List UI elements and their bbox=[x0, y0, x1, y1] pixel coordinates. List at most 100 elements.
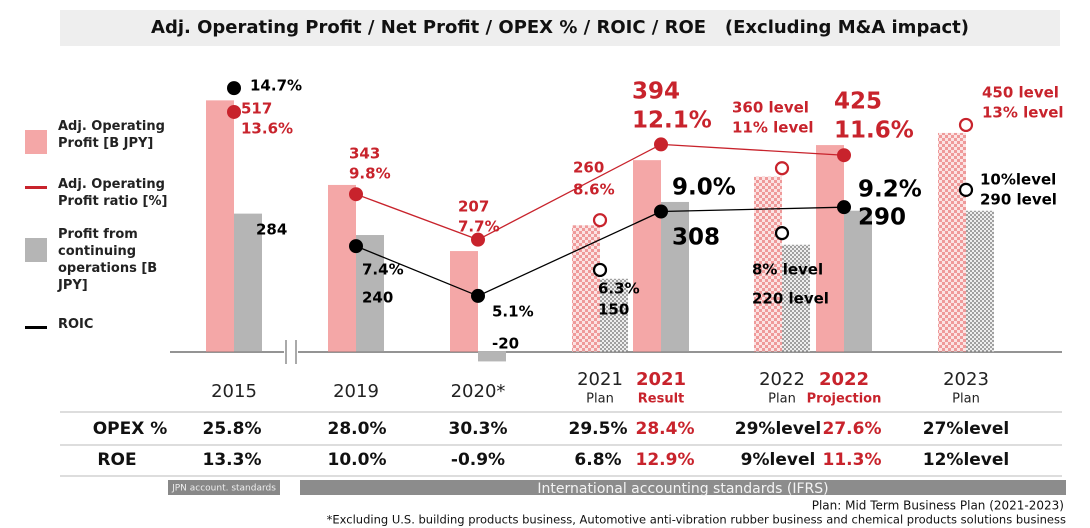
x-sub-label: Projection bbox=[807, 392, 882, 407]
row-label: ROE bbox=[97, 450, 136, 470]
bar bbox=[844, 210, 872, 352]
bar bbox=[661, 201, 689, 352]
data-label: 290 bbox=[858, 205, 906, 231]
table-cell: -0.9% bbox=[451, 450, 505, 470]
data-label: 11% level bbox=[732, 119, 814, 137]
legend-swatch bbox=[25, 130, 47, 154]
data-label: 9.2% bbox=[858, 177, 922, 203]
data-label: 207 bbox=[458, 198, 489, 216]
data-label: 360 level bbox=[732, 99, 809, 117]
data-label: 14.7% bbox=[250, 77, 302, 95]
point bbox=[227, 81, 241, 96]
legend-swatch bbox=[25, 186, 47, 189]
table-cell: 30.3% bbox=[449, 419, 508, 439]
data-label: 9.0% bbox=[672, 175, 736, 201]
point bbox=[837, 200, 851, 215]
table-cell: 12.9% bbox=[636, 450, 695, 470]
table-cell: 13.3% bbox=[203, 450, 262, 470]
data-label: -20 bbox=[492, 335, 519, 353]
table-cell: 10.0% bbox=[328, 450, 387, 470]
x-sub-label: Result bbox=[638, 392, 685, 407]
data-label: 260 bbox=[573, 159, 604, 177]
x-tick-label: 2022 bbox=[759, 369, 805, 390]
x-tick-label: 2022 bbox=[819, 369, 869, 390]
line-segment bbox=[477, 143, 662, 241]
table-cell: 6.8% bbox=[574, 450, 621, 470]
bar bbox=[206, 100, 234, 352]
data-label: 7.4% bbox=[362, 261, 404, 279]
data-label: 290 level bbox=[980, 191, 1057, 209]
bar bbox=[328, 184, 356, 352]
table-cell: 9%level bbox=[741, 450, 816, 470]
bar bbox=[782, 244, 810, 352]
line-segment bbox=[355, 245, 479, 297]
x-tick-label: 2021 bbox=[636, 369, 686, 390]
data-label: 8.6% bbox=[573, 181, 615, 199]
table-cell: 25.8% bbox=[203, 419, 262, 439]
bar bbox=[356, 235, 384, 352]
table-cell: 29.5% bbox=[569, 419, 628, 439]
table-cell: 28.0% bbox=[328, 419, 387, 439]
point bbox=[471, 232, 485, 247]
chart-title: Adj. Operating Profit / Net Profit / OPE… bbox=[151, 17, 969, 38]
table-cell: 12%level bbox=[923, 450, 1010, 470]
legend-label: Adj. Operating Profit ratio [%] bbox=[58, 177, 168, 209]
bar bbox=[478, 351, 506, 362]
data-label: 343 bbox=[349, 145, 380, 163]
row-label: OPEX % bbox=[93, 419, 168, 439]
x-tick-label: 2020* bbox=[451, 381, 506, 402]
point bbox=[227, 104, 241, 119]
x-sub-label: Plan bbox=[768, 392, 796, 407]
line-segment bbox=[660, 206, 845, 213]
table-cell: 27.6% bbox=[823, 419, 882, 439]
data-label: 150 bbox=[598, 301, 629, 319]
legend-label: ROIC bbox=[58, 317, 94, 332]
x-tick-label: 2019 bbox=[333, 381, 379, 402]
note: *Excluding U.S. building products busine… bbox=[327, 513, 1066, 527]
x-tick-label: 2015 bbox=[211, 381, 257, 402]
x-sub-label: Plan bbox=[952, 392, 980, 407]
legend-swatch bbox=[25, 238, 47, 262]
bar bbox=[600, 278, 628, 352]
point bbox=[349, 239, 363, 254]
data-label: 5.1% bbox=[492, 303, 534, 321]
bar bbox=[816, 145, 844, 352]
line-segment bbox=[477, 210, 662, 297]
data-label: 394 bbox=[632, 79, 680, 105]
bar bbox=[754, 176, 782, 352]
legend-label: Profit from continuing operations [B JPY… bbox=[58, 227, 158, 293]
data-label: 450 level bbox=[982, 84, 1059, 102]
point bbox=[958, 182, 974, 197]
data-label: 13% level bbox=[982, 104, 1064, 122]
line-segment bbox=[660, 143, 845, 156]
data-label: 13.6% bbox=[241, 120, 293, 138]
bar bbox=[450, 251, 478, 352]
jpn-label: JPN account. standards bbox=[171, 484, 276, 494]
data-label: 10%level bbox=[980, 171, 1056, 189]
title-bg bbox=[60, 10, 1060, 46]
table-cell: 27%level bbox=[923, 419, 1010, 439]
point bbox=[592, 213, 608, 228]
bar bbox=[572, 225, 600, 352]
data-label: 425 bbox=[834, 89, 882, 115]
x-tick-label: 2021 bbox=[577, 369, 623, 390]
note: Plan: Mid Term Business Plan (2021-2023) bbox=[812, 499, 1064, 513]
point bbox=[471, 288, 485, 303]
data-label: 8% level bbox=[752, 261, 823, 279]
table-cell: 11.3% bbox=[823, 450, 882, 470]
data-label: 517 bbox=[241, 100, 272, 118]
bar bbox=[633, 160, 661, 352]
data-label: 12.1% bbox=[632, 108, 712, 134]
data-label: 7.7% bbox=[458, 218, 500, 236]
point bbox=[774, 161, 790, 176]
data-label: 308 bbox=[672, 225, 720, 251]
point bbox=[958, 117, 974, 133]
data-label: 240 bbox=[362, 289, 393, 307]
point bbox=[654, 137, 668, 152]
ifrs-band bbox=[300, 480, 1066, 495]
point bbox=[837, 148, 851, 163]
point bbox=[654, 204, 668, 219]
table-cell: 28.4% bbox=[636, 419, 695, 439]
axis-break-gap bbox=[284, 340, 298, 364]
